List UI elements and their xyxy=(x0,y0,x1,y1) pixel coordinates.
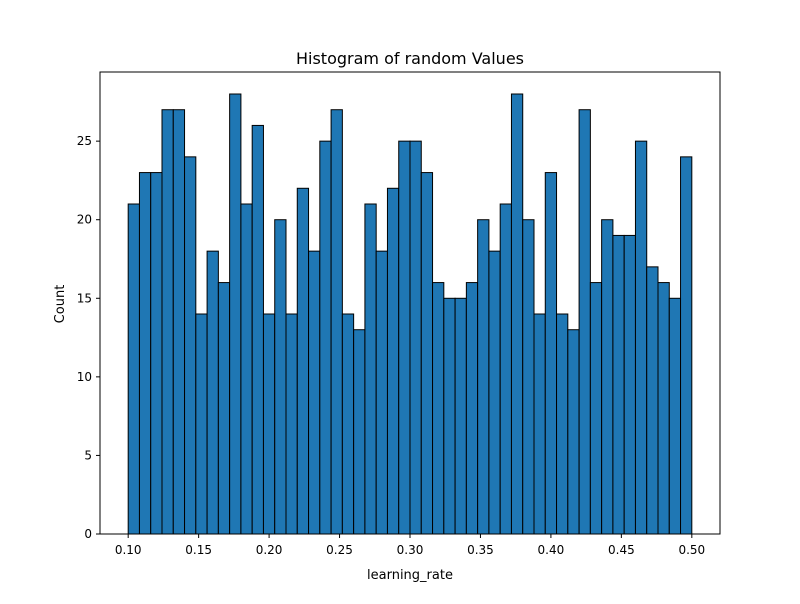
histogram-bar xyxy=(589,282,603,535)
y-tick-label: 20 xyxy=(77,213,92,227)
y-tick-label: 0 xyxy=(84,527,92,541)
x-tick-label: 0.20 xyxy=(256,543,283,557)
histogram-bar xyxy=(544,172,558,535)
histogram-bar xyxy=(680,156,693,535)
x-tick-label: 0.40 xyxy=(538,543,565,557)
histogram-bar xyxy=(533,313,546,535)
histogram-bar xyxy=(668,297,682,535)
histogram-bar xyxy=(398,140,411,535)
histogram-bar xyxy=(319,140,332,535)
histogram-bar xyxy=(578,109,591,535)
histogram-bar xyxy=(556,313,569,535)
x-axis-label: learning_rate xyxy=(367,568,453,583)
y-tick-label: 25 xyxy=(77,134,92,148)
histogram-bar xyxy=(375,250,388,535)
histogram-bar xyxy=(465,282,479,535)
histogram-bar xyxy=(488,250,501,535)
histogram-bar xyxy=(285,313,298,535)
y-axis-label: Count xyxy=(53,285,68,324)
histogram-bar xyxy=(567,329,580,535)
histogram-bar xyxy=(172,109,186,535)
histogram-bar xyxy=(251,124,264,535)
histogram-bar xyxy=(409,140,422,535)
x-tick-label: 0.30 xyxy=(397,543,424,557)
histogram-bar xyxy=(623,234,636,535)
x-tick-label: 0.10 xyxy=(115,543,142,557)
histogram-bar xyxy=(341,313,355,535)
histogram-bar xyxy=(217,282,231,535)
histogram-bar xyxy=(454,297,467,535)
histogram-bar xyxy=(477,219,490,535)
chart-title: Histogram of random Values xyxy=(296,49,524,68)
histogram-bar xyxy=(386,187,400,535)
y-tick-label: 5 xyxy=(84,448,92,462)
histogram-bar xyxy=(353,329,366,535)
histogram-bar xyxy=(364,203,377,535)
y-tick-label: 10 xyxy=(77,370,92,384)
histogram-bar xyxy=(262,313,276,535)
histogram-bar xyxy=(184,156,197,535)
histogram-bar xyxy=(195,313,208,535)
histogram-bar xyxy=(296,187,310,535)
histogram-bar xyxy=(274,219,287,535)
histogram-bar xyxy=(612,234,625,535)
x-tick-label: 0.50 xyxy=(678,543,705,557)
histogram-bar xyxy=(229,93,242,535)
y-axis: 0 5 10 15 20 25 xyxy=(77,134,100,541)
histogram-bar xyxy=(510,93,524,535)
histogram-bar xyxy=(138,172,152,535)
y-tick-label: 15 xyxy=(77,291,92,305)
histogram-bar xyxy=(161,109,174,535)
x-tick-label: 0.15 xyxy=(185,543,212,557)
histogram-bar xyxy=(646,266,659,535)
bars-layer xyxy=(127,93,693,535)
histogram-bar xyxy=(420,172,434,535)
histogram-bar xyxy=(432,282,445,535)
histogram-bar xyxy=(150,172,163,535)
histogram-bar xyxy=(206,250,219,535)
histogram-bar xyxy=(240,203,253,535)
histogram-bar xyxy=(308,250,321,535)
x-tick-label: 0.45 xyxy=(608,543,635,557)
histogram-bar xyxy=(601,219,614,535)
histogram-bar xyxy=(127,203,140,535)
histogram-bar xyxy=(330,109,343,535)
x-tick-label: 0.25 xyxy=(326,543,353,557)
histogram-bar xyxy=(443,297,456,535)
histogram-bar xyxy=(634,140,648,535)
histogram-bar xyxy=(499,203,512,535)
x-tick-label: 0.35 xyxy=(467,543,494,557)
histogram-bar xyxy=(522,219,535,535)
x-axis: 0.10 0.15 0.20 0.25 0.30 0.35 0.40 0.45 0.50 xyxy=(115,534,705,557)
histogram-bar xyxy=(657,282,670,535)
